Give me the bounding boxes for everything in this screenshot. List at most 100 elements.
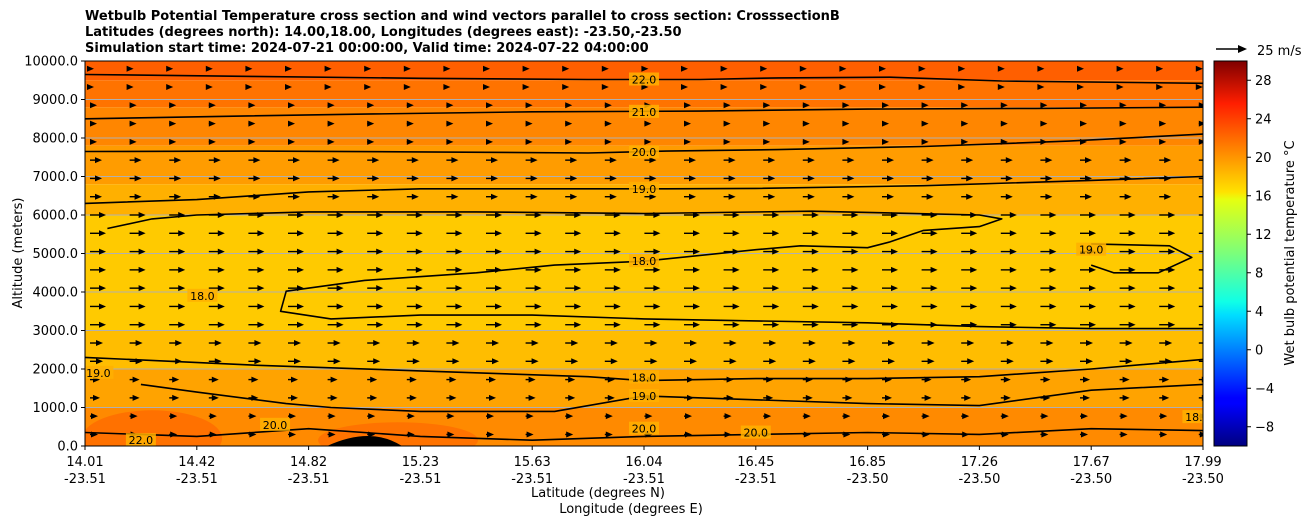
wind-vector xyxy=(921,285,938,292)
wind-vector xyxy=(403,83,411,90)
wind-vector xyxy=(486,285,502,292)
wind-vector xyxy=(327,321,344,328)
wind-vector xyxy=(1159,248,1176,255)
wind-vector xyxy=(565,175,578,182)
wind-vector xyxy=(248,285,265,292)
wind-vector xyxy=(1080,120,1087,127)
wind-vector xyxy=(288,340,301,347)
wind-vector xyxy=(248,358,262,365)
field-layer-0 xyxy=(85,61,1203,81)
wind-vector xyxy=(367,212,384,218)
wind-vector xyxy=(248,157,261,164)
wind-vector xyxy=(879,65,886,72)
wind-vector xyxy=(248,120,256,127)
wind-vector xyxy=(644,303,661,310)
wind-vector xyxy=(90,120,97,127)
x-axis: 14.01 -23.51 14.42 -23.51 14.82 -23.51 15.23 -2… xyxy=(64,446,1224,487)
wind-vector xyxy=(367,120,375,127)
wind-vector xyxy=(802,230,819,237)
wind-vector xyxy=(169,394,180,401)
wind-vector xyxy=(90,340,103,347)
x-tick-label-lon: -23.50 xyxy=(1182,472,1224,487)
wind-vector xyxy=(446,102,454,109)
wind-vector xyxy=(565,413,574,420)
wind-vector xyxy=(684,303,700,310)
x-tick-label-lat: 14.82 xyxy=(290,455,327,470)
contour-line-19.0 xyxy=(140,383,1203,413)
wind-vector xyxy=(486,376,496,383)
contour-line-19.0 xyxy=(1090,243,1193,274)
wind-vector xyxy=(763,413,772,420)
wind-vector xyxy=(882,394,892,401)
wind-vector xyxy=(1159,230,1176,237)
wind-vector xyxy=(604,175,617,182)
wind-vector xyxy=(1040,321,1057,328)
wind-vector xyxy=(364,65,372,72)
wind-vector xyxy=(1119,394,1130,401)
wind-vector xyxy=(565,376,576,383)
wind-vector xyxy=(406,248,423,255)
wind-vector xyxy=(1040,285,1057,292)
contour-line-21.0 xyxy=(85,106,1203,120)
wind-vector xyxy=(1000,230,1017,237)
wind-vector xyxy=(565,321,582,328)
wind-vector xyxy=(802,157,815,164)
wind-vector xyxy=(327,376,338,383)
wind-vector xyxy=(248,230,265,237)
wind-vector xyxy=(1119,248,1136,255)
x-tick-label-lon: -23.51 xyxy=(399,472,441,487)
wind-vector xyxy=(1040,120,1048,127)
wind-vector xyxy=(644,321,661,328)
wind-vector xyxy=(842,285,859,292)
wind-vector xyxy=(604,120,612,127)
wind-vector xyxy=(723,340,737,347)
wind-vector xyxy=(406,175,419,182)
wind-vector xyxy=(565,138,573,145)
wind-vector xyxy=(763,212,780,218)
wind-vector xyxy=(565,431,574,438)
wind-vector xyxy=(684,193,696,200)
wind-vector xyxy=(604,157,617,164)
wind-vector xyxy=(882,157,894,164)
wind-vector xyxy=(604,230,621,237)
wind-vector xyxy=(129,193,142,200)
wind-vector xyxy=(882,303,898,310)
wind-vector xyxy=(1040,230,1057,237)
wind-vector xyxy=(126,65,134,72)
wind-vector xyxy=(90,266,106,273)
wind-vector xyxy=(802,138,810,145)
wind-vector xyxy=(1000,175,1013,182)
wind-vector xyxy=(406,285,423,292)
wind-vector xyxy=(644,157,657,164)
wind-vector xyxy=(525,431,534,438)
wind-vector xyxy=(166,65,174,72)
wind-vector xyxy=(129,157,142,164)
wind-vector xyxy=(129,102,137,109)
wind-vector xyxy=(486,230,502,237)
wind-vector xyxy=(166,83,174,90)
wind-vector xyxy=(1198,360,1203,362)
wind-vector xyxy=(918,83,926,90)
wind-vector xyxy=(1037,83,1045,90)
wind-vector xyxy=(1198,196,1203,198)
wind-vector xyxy=(446,358,460,365)
wind-vector xyxy=(1159,413,1168,420)
wind-vector xyxy=(842,340,856,347)
wind-vector xyxy=(1000,157,1013,164)
chart-title-line-1: Wetbulb Potential Temperature cross sect… xyxy=(85,9,840,24)
wind-vector xyxy=(285,83,292,90)
terrain xyxy=(327,436,402,446)
wind-vector xyxy=(644,413,653,420)
wind-vector xyxy=(763,321,780,328)
wind-vector xyxy=(604,138,612,145)
wind-vector xyxy=(604,394,615,401)
y-tick-label: 1000.0 xyxy=(33,401,79,416)
wind-vector xyxy=(1080,102,1087,109)
wind-vector xyxy=(1040,358,1054,365)
wind-vector xyxy=(364,83,372,90)
y-tick-label: 2000.0 xyxy=(33,363,79,378)
wind-vector xyxy=(406,266,423,273)
wind-vector xyxy=(403,65,411,72)
contour-label: 20.0 xyxy=(632,423,657,436)
wind-vector xyxy=(723,321,740,328)
